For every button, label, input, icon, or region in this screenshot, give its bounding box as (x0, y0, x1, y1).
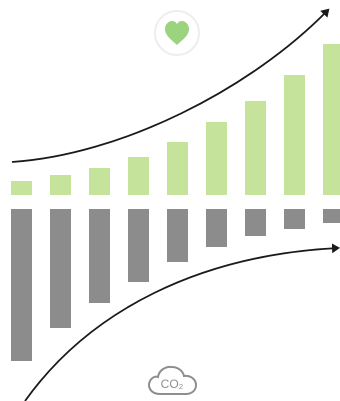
heart-icon (154, 10, 200, 56)
green-bar-5 (167, 142, 188, 195)
green-bar-3 (89, 168, 110, 195)
gray-bar-3 (89, 209, 110, 303)
gray-bar-7 (245, 209, 266, 236)
gray-bar-5 (167, 209, 188, 262)
co2-cloud-icon: CO₂ (148, 365, 198, 395)
green-bar-8 (284, 75, 305, 195)
gray-bar-8 (284, 209, 305, 229)
green-bar-9 (323, 44, 340, 195)
green-bar-4 (128, 157, 149, 195)
gray-bar-2 (50, 209, 71, 328)
green-bar-1 (11, 181, 32, 195)
gray-bar-4 (128, 209, 149, 282)
green-bar-2 (50, 175, 71, 195)
reduction-curve (24, 243, 340, 401)
co2-label: CO₂ (161, 377, 184, 391)
bars-group (11, 44, 340, 361)
gray-bar-9 (323, 209, 340, 223)
gray-bar-1 (11, 209, 32, 361)
green-bar-7 (245, 101, 266, 195)
green-bar-6 (206, 122, 227, 195)
gray-bar-6 (206, 209, 227, 247)
growth-curve (11, 8, 330, 163)
